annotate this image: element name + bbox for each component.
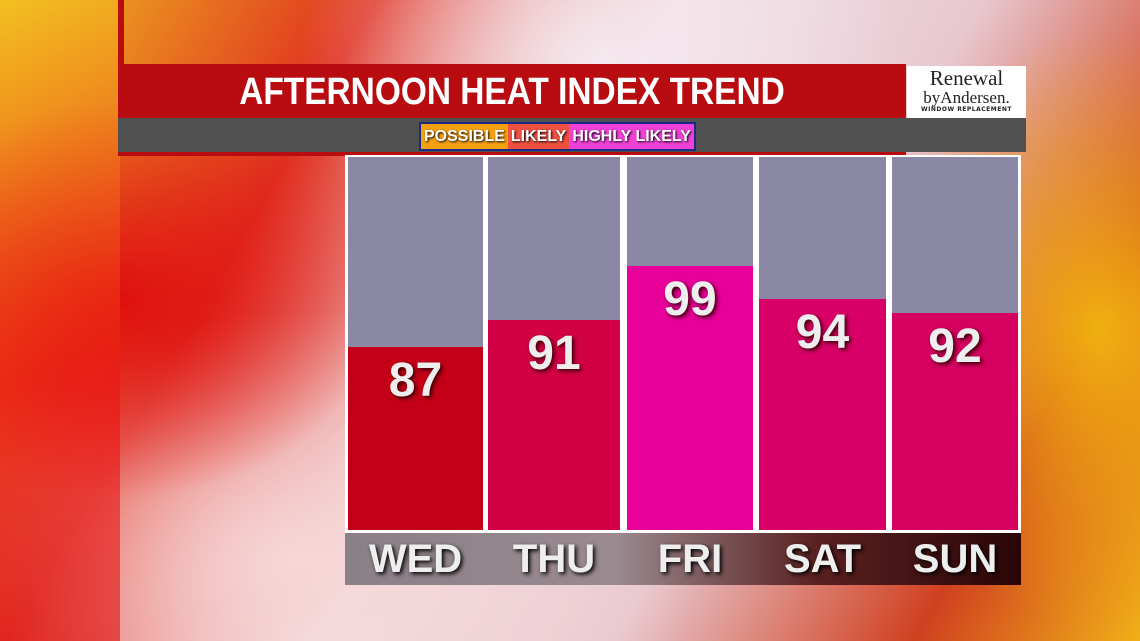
bar	[348, 346, 483, 530]
day-label: SUN	[912, 537, 998, 581]
chart-title: AFTERNOON HEAT INDEX TREND	[239, 71, 785, 113]
logo-line3: WINDOW REPLACEMENT	[921, 106, 1012, 113]
day-label: SAT	[783, 537, 862, 581]
data-label: 91	[527, 326, 581, 380]
bar	[488, 319, 620, 530]
legend: POSSIBLE LIKELY HIGHLY LIKELY	[419, 122, 696, 151]
bar-column-thu: 91	[488, 157, 620, 530]
title-banner: AFTERNOON HEAT INDEX TREND	[118, 64, 906, 118]
bar	[759, 299, 886, 530]
legend-likely: LIKELY	[507, 124, 570, 149]
day-label: FRI	[657, 537, 723, 581]
bar-column-fri: 99	[627, 157, 753, 530]
bar-column-wed: 87	[348, 157, 483, 530]
bar	[892, 312, 1018, 530]
legend-highly-likely: HIGHLY LIKELY	[569, 124, 694, 149]
title-banner-stem	[118, 0, 124, 64]
logo-line1: Renewal	[929, 66, 1004, 90]
day-label: WED	[368, 537, 463, 581]
sponsor-logo: Renewal byAndersen. WINDOW REPLACEMENT	[907, 66, 1026, 118]
bar-column-sun: 92	[892, 157, 1018, 530]
bar-column-sat: 94	[759, 157, 886, 530]
chart-panel: 87 91 99 94 92	[345, 155, 1021, 533]
day-labels: WED THU FRI SAT SUN	[345, 533, 1021, 585]
logo-line2: byAndersen.	[923, 88, 1010, 107]
data-label: 94	[795, 306, 850, 360]
divider	[118, 152, 906, 156]
legend-possible: POSSIBLE	[421, 124, 508, 149]
data-label: 99	[663, 272, 717, 326]
data-label: 87	[388, 353, 443, 407]
background-photo	[0, 0, 120, 641]
day-label: THU	[512, 537, 596, 581]
data-label: 92	[928, 319, 982, 373]
bar	[627, 265, 753, 530]
